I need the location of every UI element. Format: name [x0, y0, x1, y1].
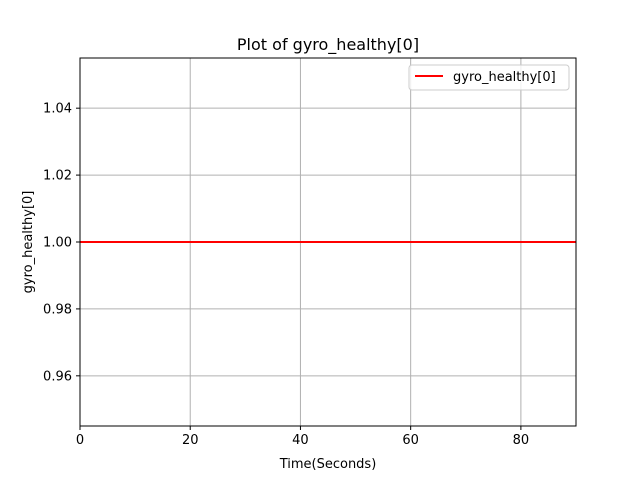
- legend-label: gyro_healthy[0]: [453, 70, 556, 85]
- y-axis-label: gyro_healthy[0]: [21, 191, 36, 294]
- y-tick-label: 1.02: [43, 169, 72, 184]
- x-tick-label: 40: [292, 433, 309, 448]
- x-axis: 0 20 40 60 80: [76, 426, 529, 448]
- y-tick-label: 1.00: [43, 236, 72, 251]
- x-tick-label: 80: [513, 433, 530, 448]
- x-tick-label: 0: [76, 433, 84, 448]
- y-tick-label: 0.98: [43, 302, 72, 317]
- y-axis: 0.96 0.98 1.00 1.02 1.04: [43, 102, 80, 384]
- chart-title: Plot of gyro_healthy[0]: [237, 35, 419, 55]
- x-tick-label: 60: [402, 433, 419, 448]
- legend-box: [408, 64, 570, 91]
- x-axis-label: Time(Seconds): [279, 457, 377, 472]
- y-tick-label: 0.96: [43, 369, 72, 384]
- x-tick-label: 20: [182, 433, 199, 448]
- y-tick-label: 1.04: [43, 102, 72, 117]
- legend: gyro_healthy[0]: [408, 64, 570, 91]
